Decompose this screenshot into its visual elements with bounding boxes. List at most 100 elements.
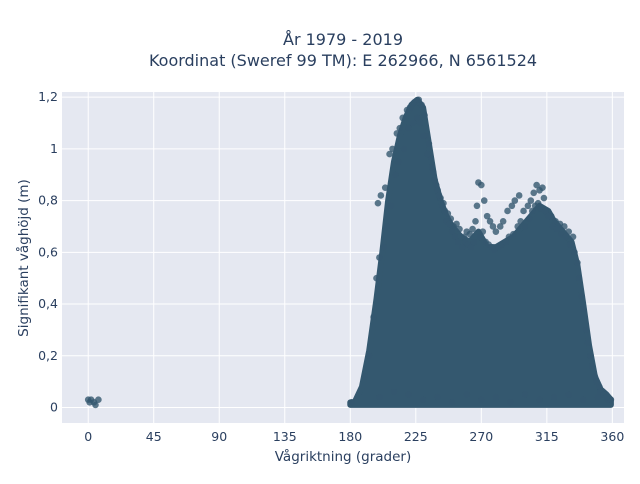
data-point bbox=[480, 197, 488, 204]
data-point bbox=[365, 352, 373, 360]
x-tick-label: 135 bbox=[273, 429, 297, 444]
y-tick-label: 0,4 bbox=[38, 296, 58, 311]
data-point bbox=[421, 111, 428, 119]
data-point bbox=[453, 220, 460, 228]
data-point bbox=[463, 391, 471, 398]
data-point bbox=[483, 212, 491, 220]
data-point bbox=[374, 199, 382, 207]
data-point bbox=[507, 399, 514, 406]
data-point bbox=[492, 393, 500, 401]
data-point bbox=[565, 228, 572, 235]
data-point bbox=[434, 393, 441, 401]
data-point bbox=[451, 233, 459, 241]
x-axis-title: Vågriktning (grader) bbox=[275, 448, 412, 465]
x-tick-label: 180 bbox=[338, 429, 362, 444]
data-point bbox=[438, 202, 446, 210]
data-point bbox=[526, 215, 533, 223]
data-point bbox=[504, 207, 511, 215]
data-point bbox=[587, 352, 594, 360]
data-point bbox=[434, 186, 441, 194]
data-point bbox=[387, 202, 395, 210]
data-point bbox=[393, 130, 401, 137]
data-point bbox=[499, 217, 507, 225]
y-tick-label: 0 bbox=[50, 399, 58, 414]
data-point bbox=[396, 124, 404, 132]
data-point bbox=[502, 238, 510, 246]
data-point bbox=[429, 168, 437, 176]
data-point bbox=[466, 230, 473, 238]
data-point bbox=[511, 197, 519, 204]
y-tick-label: 0,8 bbox=[38, 193, 58, 208]
data-point bbox=[448, 228, 456, 235]
y-axis-title: Signifikant våghöjd (m) bbox=[15, 179, 32, 337]
x-tick-labels: 0 45 90 135 180 225 270 315 360 bbox=[84, 429, 624, 444]
data-point bbox=[478, 181, 485, 189]
data-point bbox=[578, 292, 586, 300]
data-point bbox=[544, 212, 552, 220]
data-point bbox=[428, 163, 436, 171]
data-point bbox=[565, 391, 572, 398]
data-point bbox=[486, 217, 494, 225]
data-point bbox=[409, 119, 417, 127]
data-point bbox=[467, 243, 475, 251]
data-point bbox=[419, 396, 427, 404]
data-point bbox=[530, 189, 538, 197]
data-point bbox=[594, 393, 602, 401]
data-point bbox=[376, 393, 383, 401]
x-tick-label: 0 bbox=[84, 429, 92, 444]
x-tick-label: 270 bbox=[469, 429, 493, 444]
data-point bbox=[588, 362, 596, 370]
data-point bbox=[569, 233, 577, 241]
data-point bbox=[445, 220, 453, 228]
data-point bbox=[418, 101, 425, 109]
data-point bbox=[348, 399, 356, 406]
data-point bbox=[517, 217, 524, 225]
data-point bbox=[515, 192, 523, 199]
y-tick-label: 1,2 bbox=[38, 89, 58, 104]
data-point bbox=[392, 171, 399, 179]
x-tick-label: 225 bbox=[404, 429, 428, 444]
data-point bbox=[542, 207, 549, 215]
data-point bbox=[400, 145, 408, 153]
data-point bbox=[470, 238, 478, 246]
data-point bbox=[521, 223, 529, 230]
data-point bbox=[534, 199, 542, 207]
data-point bbox=[593, 378, 600, 385]
data-point bbox=[424, 150, 431, 158]
data-point bbox=[479, 228, 487, 235]
data-point bbox=[460, 233, 468, 241]
data-point bbox=[406, 104, 414, 111]
data-point bbox=[496, 223, 504, 230]
data-point bbox=[476, 233, 484, 241]
data-point bbox=[425, 140, 433, 148]
data-point bbox=[533, 181, 540, 189]
y-tick-label: 0,2 bbox=[38, 348, 58, 363]
data-point bbox=[579, 305, 587, 313]
data-point bbox=[603, 393, 610, 401]
data-point bbox=[591, 373, 599, 380]
data-point bbox=[527, 197, 535, 204]
data-point bbox=[380, 243, 388, 251]
data-point bbox=[419, 132, 427, 140]
data-point bbox=[492, 228, 500, 235]
data-point bbox=[478, 396, 485, 404]
data-point bbox=[540, 194, 548, 202]
data-point bbox=[377, 192, 385, 199]
data-point bbox=[524, 202, 532, 210]
data-point bbox=[514, 223, 522, 230]
chart-title-line-2: Koordinat (Sweref 99 TM): E 262966, N 65… bbox=[149, 51, 537, 70]
data-point bbox=[566, 241, 574, 248]
data-point bbox=[383, 223, 390, 230]
data-point bbox=[520, 207, 527, 215]
data-point bbox=[489, 223, 497, 230]
data-point bbox=[536, 396, 543, 404]
data-point bbox=[472, 217, 479, 225]
y-tick-label: 0,6 bbox=[38, 244, 58, 259]
y-tick-label: 1 bbox=[50, 141, 58, 156]
data-point bbox=[550, 393, 558, 401]
data-point bbox=[386, 150, 393, 158]
data-point bbox=[521, 391, 529, 398]
data-point bbox=[473, 202, 481, 210]
